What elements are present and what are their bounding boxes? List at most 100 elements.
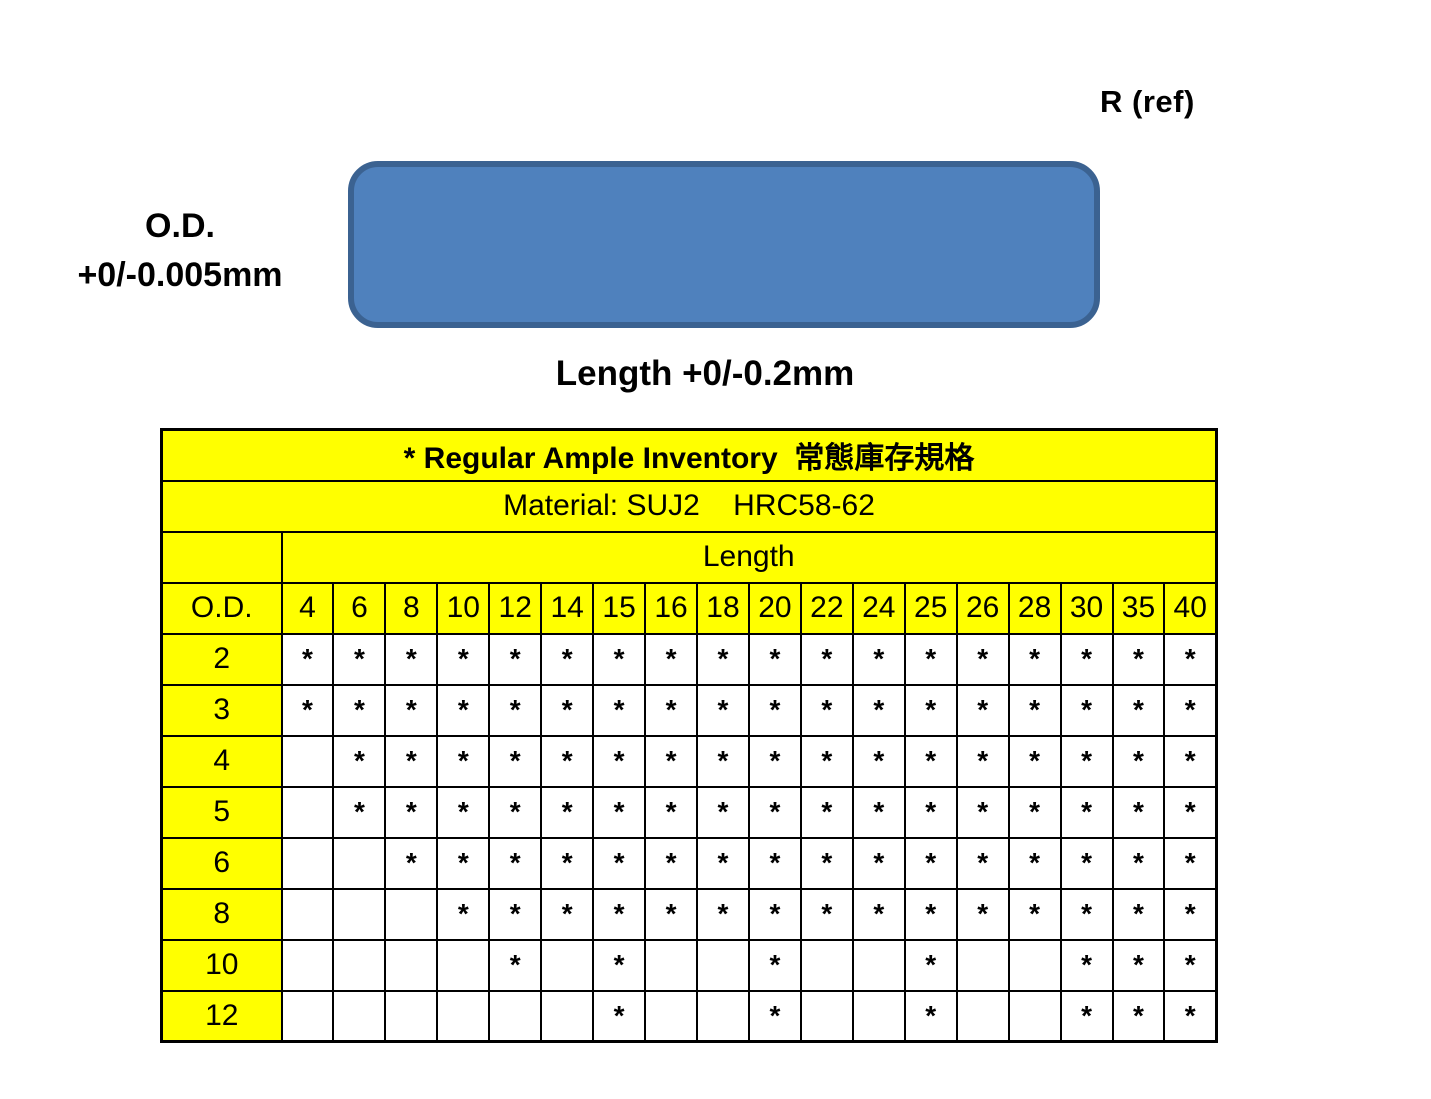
availability-mark-cell: * [592,683,647,737]
length-column-header: 10 [436,581,491,635]
availability-empty-cell [540,938,595,992]
availability-mark-cell: * [851,734,906,788]
length-column-header: 8 [384,581,439,635]
availability-mark-cell: * [384,632,439,686]
availability-row: 6 * * * * * * * * * * * * * * * * [160,836,1218,890]
availability-mark-cell: * [799,785,854,839]
radius-ref-label: R (ref) [1100,84,1195,119]
availability-mark-cell: * [540,632,595,686]
availability-mark-cell: * [1007,734,1062,788]
od-row-header: 4 [160,734,283,788]
availability-mark-cell: * [1163,989,1218,1043]
availability-mark-cell: * [384,734,439,788]
material-spec: Material: SUJ2 HRC58-62 [160,479,1218,533]
availability-mark-cell: * [903,632,958,686]
availability-mark-cell: * [436,683,491,737]
availability-mark-cell: * [799,632,854,686]
availability-mark-cell: * [436,887,491,941]
availability-mark-cell: * [384,683,439,737]
availability-empty-cell [955,938,1010,992]
availability-empty-cell [436,938,491,992]
availability-mark-cell: * [1007,785,1062,839]
length-column-header: 26 [955,581,1010,635]
availability-mark-cell: * [747,683,802,737]
availability-empty-cell [384,938,439,992]
availability-mark-cell: * [851,632,906,686]
length-column-header: 15 [592,581,647,635]
availability-mark-cell: * [1111,938,1166,992]
availability-mark-cell: * [1111,836,1166,890]
availability-mark-cell: * [540,887,595,941]
length-tolerance-label: Length +0/-0.2mm [555,354,855,393]
availability-mark-cell: * [1059,938,1114,992]
availability-mark-cell: * [696,836,750,890]
availability-mark-cell: * [903,836,958,890]
availability-mark-cell: * [747,989,802,1043]
availability-mark-cell: * [592,632,647,686]
availability-mark-cell: * [799,836,854,890]
availability-row: 10 * * * * * * * [160,938,1218,992]
availability-mark-cell: * [747,632,802,686]
availability-empty-cell [799,989,854,1043]
length-column-header: 35 [1111,581,1166,635]
availability-mark-cell: * [1111,887,1166,941]
availability-empty-cell [332,938,387,992]
availability-empty-cell [851,989,906,1043]
availability-row: 12 * * * * * * [160,989,1218,1043]
availability-mark-cell: * [436,734,491,788]
availability-mark-cell: * [1163,836,1218,890]
column-header-row: O.D. 4 6 8 10 12 14 15 16 18 20 22 24 25 26 28 30 35 40 [160,581,1218,635]
availability-mark-cell: * [1059,836,1114,890]
availability-mark-cell: * [696,683,750,737]
availability-mark-cell: * [1163,632,1218,686]
length-group-header: Length [280,530,1218,584]
availability-mark-cell: * [540,785,595,839]
availability-mark-cell: * [488,785,543,839]
availability-mark-cell: * [644,632,698,686]
availability-mark-cell: * [1059,785,1114,839]
availability-mark-cell: * [955,785,1010,839]
availability-empty-cell [1007,938,1062,992]
availability-mark-cell: * [851,785,906,839]
availability-mark-cell: * [1007,836,1062,890]
availability-empty-cell [332,989,387,1043]
od-label-line2: +0/-0.005mm [77,256,283,294]
availability-mark-cell: * [332,683,387,737]
availability-mark-cell: * [696,887,750,941]
availability-empty-cell [384,989,439,1043]
length-column-header: 14 [540,581,595,635]
availability-empty-cell [280,836,335,890]
availability-mark-cell: * [903,683,958,737]
availability-mark-cell: * [955,734,1010,788]
availability-mark-cell: * [644,734,698,788]
availability-mark-cell: * [488,683,543,737]
availability-mark-cell: * [332,734,387,788]
availability-mark-cell: * [644,887,698,941]
length-column-header: 25 [903,581,958,635]
availability-mark-cell: * [955,887,1010,941]
availability-mark-cell: * [1163,785,1218,839]
availability-mark-cell: * [280,632,335,686]
availability-empty-cell [696,938,750,992]
availability-mark-cell: * [644,683,698,737]
length-column-header: 40 [1163,581,1218,635]
availability-mark-cell: * [799,734,854,788]
availability-mark-cell: * [332,785,387,839]
availability-empty-cell [280,734,335,788]
availability-mark-cell: * [592,989,647,1043]
availability-mark-cell: * [592,785,647,839]
availability-mark-cell: * [592,836,647,890]
availability-mark-cell: * [592,938,647,992]
table-title: * Regular Ample Inventory 常態庫存規格 [160,428,1218,482]
availability-empty-cell [384,887,439,941]
availability-mark-cell: * [436,785,491,839]
availability-mark-cell: * [1059,989,1114,1043]
availability-mark-cell: * [1059,632,1114,686]
length-group-row: Length [160,530,1218,584]
availability-empty-cell [955,989,1010,1043]
availability-mark-cell: * [1163,887,1218,941]
availability-mark-cell: * [1059,683,1114,737]
availability-mark-cell: * [1111,785,1166,839]
availability-mark-cell: * [1059,887,1114,941]
availability-mark-cell: * [592,887,647,941]
